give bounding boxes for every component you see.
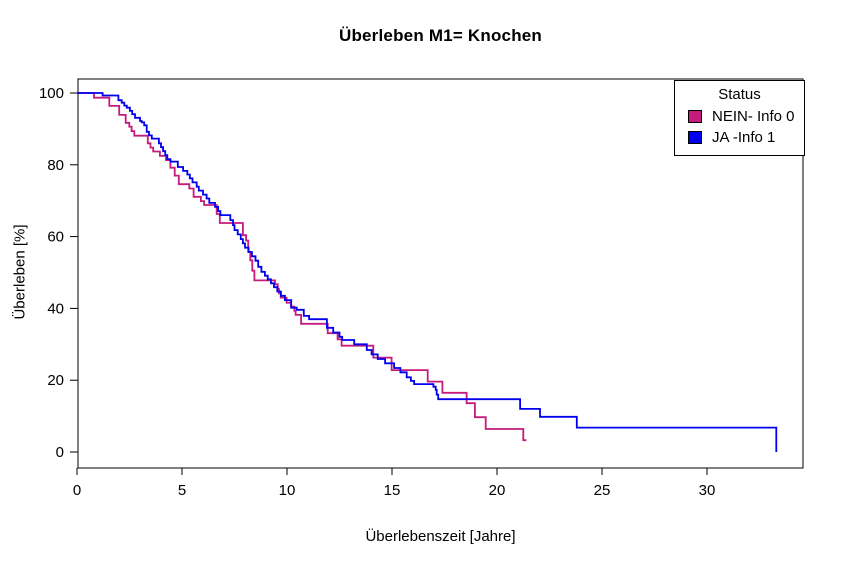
plot-title: Überleben M1= Knochen <box>338 26 543 45</box>
legend-item-nein: NEIN- Info 0 <box>688 108 804 125</box>
y-tick-label: 0 <box>56 444 64 461</box>
ja-color-swatch-icon <box>688 131 702 144</box>
legend-item-ja: JA -Info 1 <box>688 129 804 146</box>
legend-label-ja: JA -Info 1 <box>712 129 776 146</box>
legend-title: Status <box>718 86 761 103</box>
plot-box <box>77 78 804 469</box>
survival-curve-nein <box>77 92 527 442</box>
x-tick-label: 5 <box>178 482 186 499</box>
y-tick-label: 40 <box>47 300 64 317</box>
legend: Status NEIN- Info 0 JA -Info 1 <box>674 80 805 156</box>
y-axis-label: Überleben [%] <box>11 224 29 320</box>
x-tick-label: 20 <box>489 482 506 499</box>
x-axis-label: Überlebenszeit [Jahre] <box>365 528 516 545</box>
y-tick-label: 20 <box>47 372 64 389</box>
x-tick-label: 0 <box>73 482 81 499</box>
legend-label-nein: NEIN- Info 0 <box>712 108 795 125</box>
x-tick-label: 30 <box>699 482 716 499</box>
survival-curve-ja <box>77 92 778 452</box>
nein-color-swatch-icon <box>688 110 702 123</box>
y-tick-label: 80 <box>47 157 64 174</box>
y-tick-label: 100 <box>39 85 64 102</box>
x-tick-label: 10 <box>279 482 296 499</box>
x-tick-label: 15 <box>384 482 401 499</box>
x-tick-label: 25 <box>594 482 611 499</box>
y-tick-label: 60 <box>47 229 64 246</box>
